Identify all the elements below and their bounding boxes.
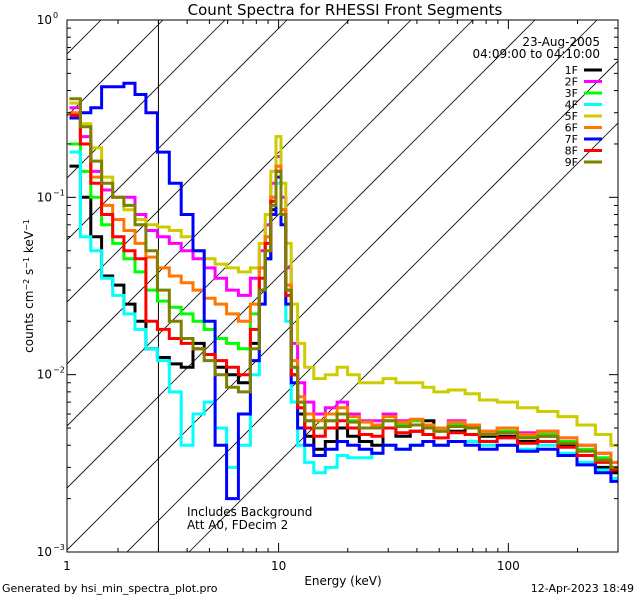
date-label: 23-Aug-2005: [522, 35, 600, 49]
x-tick-labels: 1 10 100: [63, 559, 520, 573]
hatch-line: [67, 20, 102, 55]
series-lines: [69, 81, 618, 501]
y-tick-label: 10: [37, 13, 52, 27]
legend-label-3f: 3F: [565, 87, 578, 100]
y-tick-label: 10: [37, 545, 52, 559]
hatch-line: [67, 20, 350, 303]
timestamp-text: 12-Apr-2023 18:49: [530, 582, 634, 595]
hatch-line: [188, 122, 618, 552]
background-annotation: Includes Background: [187, 505, 312, 519]
y-tick-exponent: −2: [53, 366, 65, 375]
legend-label-8f: 8F: [565, 145, 578, 158]
series-line-5f: [69, 101, 618, 447]
series-line-9f: [69, 97, 618, 469]
hatch-line: [67, 20, 288, 241]
x-tick-label: 10: [271, 559, 286, 573]
y-tick-label: 10: [37, 190, 52, 204]
generated-by-text: Generated by hsi_min_spectra_plot.pro: [2, 582, 218, 595]
y-label-exp-2: −1: [22, 257, 31, 269]
legend-label-9f: 9F: [565, 156, 578, 169]
y-label-exp-1: −2: [22, 279, 31, 291]
series-line-6f: [69, 111, 618, 464]
series-line-1f: [69, 164, 618, 475]
legend-label-7f: 7F: [565, 133, 578, 146]
y-label-part-c: keV: [22, 230, 36, 257]
hatch-line: [67, 20, 598, 551]
chart-title: Count Spectra for RHESSI Front Segments: [188, 1, 503, 19]
time-range-label: 04:09:00 to 04:10:00: [473, 47, 600, 61]
y-label-exp-3: −1: [22, 219, 31, 231]
y-label-part-a: counts cm: [22, 291, 36, 353]
hatch-line: [67, 20, 474, 427]
axis-ticks: [67, 19, 619, 553]
hatch-region: [0, 20, 618, 552]
x-axis-label: Energy (keV): [304, 574, 381, 588]
legend-label-6f: 6F: [565, 122, 578, 135]
hatch-line: [67, 20, 226, 179]
y-axis-label: counts cm−2 s−1 keV−1: [22, 219, 37, 353]
hatch-line: [126, 60, 618, 552]
legend-label-2f: 2F: [565, 76, 578, 89]
y-tick-exponent: −1: [53, 188, 65, 197]
hatch-line: [67, 20, 536, 489]
plot-frame: [66, 19, 619, 553]
y-tick-exponent: 0: [53, 11, 58, 20]
y-label-part-b: s: [22, 269, 36, 279]
legend-label-4f: 4F: [565, 99, 578, 112]
y-tick-label: 10: [37, 368, 52, 382]
x-tick-label: 1: [63, 559, 71, 573]
legend-label-1f: 1F: [565, 64, 578, 77]
legend-label-5f: 5F: [565, 110, 578, 123]
y-tick-exponent: −3: [53, 543, 65, 552]
hatch-line: [0, 20, 39, 552]
x-tick-label: 100: [497, 559, 520, 573]
attenuator-annotation: Att A0, FDecim 2: [187, 518, 288, 532]
series-line-3f: [69, 142, 618, 469]
series-line-8f: [69, 113, 618, 472]
